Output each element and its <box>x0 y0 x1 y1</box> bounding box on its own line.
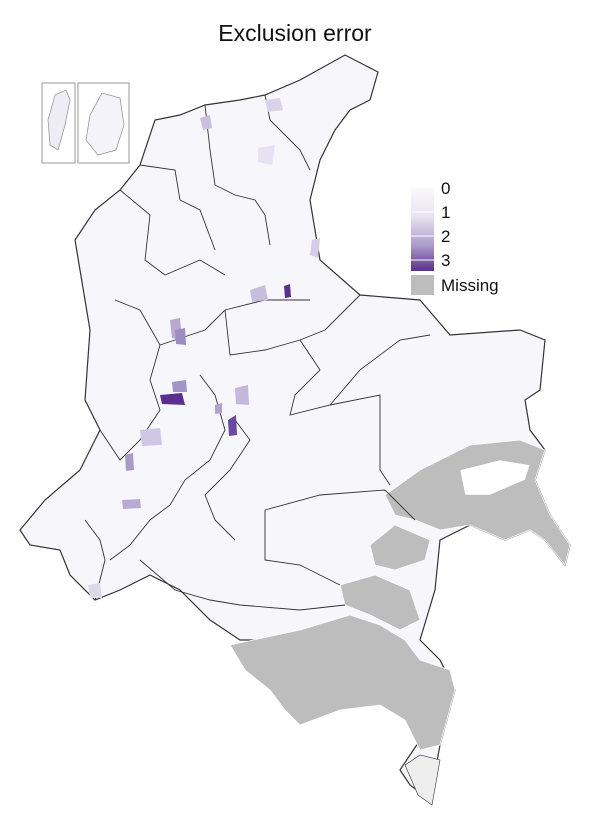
muni-shade <box>140 428 162 446</box>
missing-region-amazonas <box>229 614 456 751</box>
mainland-outline <box>19 54 571 802</box>
border-pacific-1 <box>99 344 161 461</box>
border-narino <box>84 519 106 601</box>
inset-providencia-island <box>85 92 125 156</box>
muni-shade <box>228 415 237 436</box>
muni-shade <box>88 583 102 598</box>
muni-shade <box>175 328 186 345</box>
muni-shade <box>310 238 320 258</box>
muni-shade <box>200 115 212 130</box>
muni-shade <box>265 98 283 112</box>
missing-regions <box>229 439 571 806</box>
reported-pocket-east <box>459 459 531 496</box>
inset-frame-san-andres <box>41 82 76 164</box>
muni-shade <box>258 145 275 165</box>
muni-shade <box>160 393 185 405</box>
highlighted-municipalities <box>88 98 320 598</box>
muni-shade <box>125 453 134 471</box>
legend-label-0: 0 <box>441 179 450 198</box>
legend: 0 1 2 3 Missing <box>411 179 499 295</box>
missing-region-vaupes <box>339 574 421 631</box>
border-llanos-2 <box>329 334 431 406</box>
border-andes-south <box>204 419 251 541</box>
muni-shade <box>172 380 187 392</box>
map-title: Exclusion error <box>218 20 372 46</box>
muni-shade <box>250 285 268 302</box>
border-llanos-1 <box>289 339 391 486</box>
legend-label-1: 1 <box>441 203 450 222</box>
border-central-2 <box>224 294 361 356</box>
missing-region-guainia <box>369 524 431 571</box>
border-west-2 <box>119 189 226 276</box>
border-caqueta <box>264 510 341 586</box>
legend-missing-swatch <box>411 275 434 295</box>
leticia-tip <box>404 754 441 806</box>
muni-shade <box>215 403 222 414</box>
legend-label-missing: Missing <box>441 276 499 295</box>
border-guaviare <box>264 489 416 521</box>
country-outline <box>19 54 571 802</box>
muni-shade <box>284 284 291 298</box>
border-north-1 <box>204 104 271 246</box>
inset-san-andres-island <box>47 89 71 151</box>
island-insets <box>41 82 130 164</box>
inset-frame-providencia <box>77 82 130 164</box>
muni-shade <box>235 385 249 405</box>
legend-label-3: 3 <box>441 251 450 270</box>
muni-shade <box>122 499 141 509</box>
legend-color-bar <box>411 187 434 271</box>
border-west-1 <box>139 164 216 251</box>
legend-label-2: 2 <box>441 227 450 246</box>
border-putumayo <box>139 559 346 611</box>
border-central-1 <box>114 299 310 346</box>
